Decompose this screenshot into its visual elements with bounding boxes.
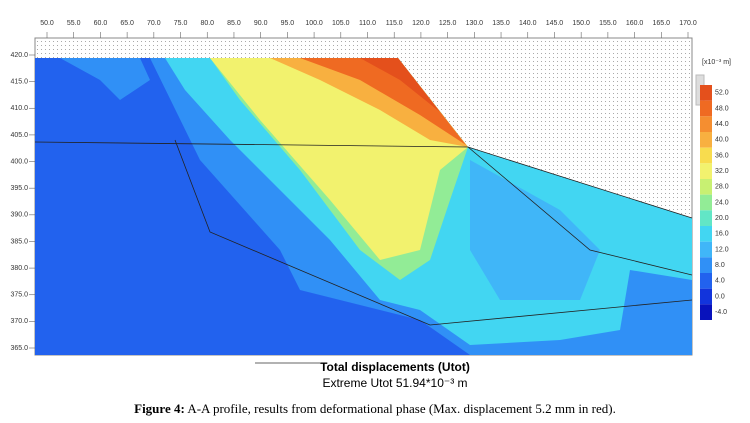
x-tick-label: 100.0: [305, 20, 323, 27]
figure-subtitle: Extreme Utot 51.94*10⁻³ m: [322, 376, 467, 390]
x-tick-label: 95.0: [281, 20, 295, 27]
legend-swatch: [700, 257, 712, 273]
x-tick-label: 70.0: [147, 20, 161, 27]
legend-label: 28.0: [715, 184, 729, 191]
x-tick-label: 140.0: [519, 20, 537, 27]
y-tick-label: 390.0: [10, 212, 28, 219]
legend-label: 12.0: [715, 246, 729, 253]
legend-label: 20.0: [715, 215, 729, 222]
x-tick-label: 105.0: [332, 20, 350, 27]
x-tick-label: 65.0: [120, 20, 134, 27]
legend-label: 24.0: [715, 199, 729, 206]
legend-label: 16.0: [715, 231, 729, 238]
legend-label: 36.0: [715, 152, 729, 159]
y-tick-label: 420.0: [10, 52, 28, 59]
x-tick-label: 125.0: [439, 20, 457, 27]
legend-unit: [x10⁻³ m]: [702, 59, 731, 66]
contours: [34, 58, 693, 355]
legend-swatch: [700, 116, 712, 132]
legend-swatch: [700, 241, 712, 258]
x-tick-label: 90.0: [254, 20, 268, 27]
legend-label: 48.0: [715, 105, 729, 112]
legend-label: 4.0: [715, 278, 725, 285]
y-tick-label: 370.0: [10, 318, 28, 325]
y-tick-label: 405.0: [10, 132, 28, 139]
caption-text: A-A profile, results from deformational …: [185, 401, 616, 416]
x-tick-label: 60.0: [94, 20, 108, 27]
legend-label: -4.0: [715, 309, 727, 316]
x-tick-label: 110.0: [359, 20, 376, 27]
figure-title: Total displacements (Utot): [320, 360, 470, 374]
x-tick-label: 85.0: [227, 20, 241, 27]
legend-swatch: [700, 273, 712, 289]
legend-swatch: [700, 179, 712, 195]
legend-swatch: [700, 304, 712, 320]
legend-label: 52.0: [715, 90, 729, 97]
y-tick-label: 410.0: [10, 105, 28, 112]
y-tick-label: 415.0: [10, 78, 28, 85]
legend-label: 40.0: [715, 137, 729, 144]
y-tick-label: 400.0: [10, 158, 28, 165]
x-tick-label: 130.0: [466, 20, 484, 27]
legend-swatch: [700, 288, 712, 305]
x-tick-label: 170.0: [679, 20, 697, 27]
x-tick-label: 55.0: [67, 20, 81, 27]
y-tick-label: 380.0: [10, 265, 28, 272]
legend-label: 32.0: [715, 168, 729, 175]
legend-swatch: [700, 132, 712, 148]
x-tick-label: 145.0: [546, 20, 564, 27]
x-tick-label: 75.0: [174, 20, 188, 27]
legend-swatch: [700, 210, 712, 226]
legend-swatch: [700, 226, 712, 242]
x-tick-label: 150.0: [572, 20, 590, 27]
x-tick-label: 165.0: [653, 20, 671, 27]
legend-swatch: [700, 147, 712, 164]
legend-swatch: [700, 194, 712, 211]
legend-label: 0.0: [715, 293, 725, 300]
x-tick-label: 80.0: [200, 20, 214, 27]
y-tick-label: 395.0: [10, 185, 28, 192]
legend-swatch: [700, 163, 712, 179]
legend-label: 8.0: [715, 262, 725, 269]
x-tick-label: 50.0: [40, 20, 54, 27]
x-tick-label: 135.0: [492, 20, 510, 27]
caption: Figure 4: A-A profile, results from defo…: [134, 401, 616, 416]
caption-label: Figure 4:: [134, 401, 185, 416]
legend-swatch: [700, 100, 712, 117]
x-tick-label: 160.0: [626, 20, 644, 27]
x-tick-label: 155.0: [599, 20, 617, 27]
legend-swatch: [700, 85, 712, 101]
y-tick-label: 385.0: [10, 238, 28, 245]
legend-label: 44.0: [715, 121, 729, 128]
y-tick-label: 365.0: [10, 345, 28, 352]
y-tick-label: 375.0: [10, 292, 28, 299]
x-tick-label: 115.0: [386, 20, 403, 27]
x-tick-label: 120.0: [412, 20, 430, 27]
